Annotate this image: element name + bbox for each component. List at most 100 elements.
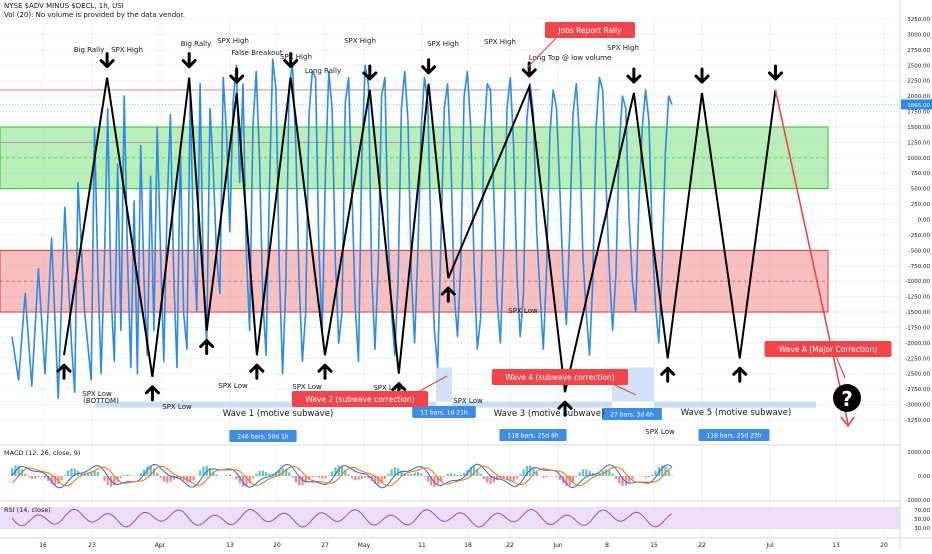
macd-hist-bar-97	[331, 471, 333, 476]
macd-hist-bar-193	[648, 476, 650, 477]
callout-0: Jobs Report Rally	[557, 26, 622, 35]
macd-hist-bar-173	[582, 470, 584, 476]
macd-hist-bar-183	[615, 476, 617, 479]
bottom-label-1: (BOTTOM)	[83, 397, 119, 405]
y-tick-13: 0.00	[918, 218, 931, 224]
x-tick-6: May	[358, 542, 371, 549]
macd-hist-bar-171	[575, 476, 577, 477]
macd-hist-bar-174	[585, 469, 587, 476]
measure-label-4: 118 bars, 25d 23h	[706, 433, 761, 440]
y-tick-22: -2250.00	[905, 356, 930, 362]
macd-hist-bar-107	[364, 476, 366, 478]
macd-hist-bar-144	[486, 476, 488, 483]
y-tick-9: 1000.00	[907, 156, 930, 162]
macd-hist-bar-44	[156, 473, 158, 476]
callout-2: Wave 4 (subwave correction)	[505, 373, 614, 382]
bottom-label-6: SPX Low	[453, 397, 483, 405]
macd-hist-bar-140	[473, 467, 475, 476]
macd-label: MACD (12, 26, close, 9)	[4, 449, 80, 457]
x-tick-13: 22	[698, 542, 706, 549]
macd-hist-bar-33	[120, 476, 122, 478]
rsi-label: RSI (14, close)	[4, 506, 51, 514]
x-tick-2: Apr	[155, 542, 166, 549]
macd-hist-bar-6	[31, 476, 33, 479]
x-tick-11: 8	[605, 542, 609, 549]
bottom-label-8: SPX Low	[645, 428, 675, 436]
x-tick-9: 22	[506, 542, 514, 549]
macd-hist-bar-121	[410, 474, 412, 476]
y-tick-8: 1250.00	[907, 140, 930, 146]
y-tick-26: -3250.00	[905, 418, 930, 424]
y-tick-14: -250.00	[909, 233, 931, 239]
top-label-10: Long Top @ low volume	[529, 54, 612, 62]
macd-hist-bar-113	[384, 476, 386, 479]
macd-hist-bar-125	[424, 476, 426, 477]
macd-hist-bar-124	[420, 473, 422, 476]
macd-hist-bar-188	[631, 476, 633, 479]
macd-hist-bar-76	[262, 471, 264, 476]
question-mark: ?	[841, 387, 853, 411]
macd-hist-bar-182	[612, 474, 614, 476]
y-tick-18: -1250.00	[905, 295, 930, 301]
macd-hist-bar-65	[226, 475, 228, 476]
top-label-11: SPX High	[607, 44, 639, 52]
y-tick-21: -2000.00	[905, 341, 930, 347]
wave-label-0: Wave 1 (motive subwave)	[223, 409, 334, 419]
rsi-tick-2: 30.00	[914, 526, 930, 532]
rsi-band	[0, 507, 900, 529]
y-tick-3: 2500.00	[907, 63, 930, 69]
macd-hist-bar-66	[229, 475, 231, 476]
macd-hist-bar-92	[315, 476, 317, 477]
macd-hist-bar-105	[358, 476, 360, 480]
macd-hist-bar-133	[450, 473, 452, 476]
y-tick-11: 500.00	[911, 187, 931, 193]
macd-hist-bar-181	[608, 470, 610, 476]
y-tick-24: -2750.00	[905, 387, 930, 393]
macd-hist-bar-132	[447, 474, 449, 476]
last-value-tag: 1865.00	[907, 103, 930, 109]
x-tick-1: 23	[88, 542, 96, 549]
measure-label-0: 246 bars, 50d 1h	[237, 434, 288, 441]
y-tick-20: -1750.00	[905, 325, 930, 331]
macd-hist-bar-153	[516, 476, 518, 479]
bottom-label-7: SPX Low	[508, 307, 538, 315]
top-label-3: SPX High	[217, 37, 249, 45]
y-tick-6: 1750.00	[907, 110, 930, 116]
macd-hist-bar-172	[579, 472, 581, 476]
y-tick-10: 750.00	[911, 171, 931, 177]
macd-hist-bar-86	[295, 476, 297, 482]
macd-hist-bar-8	[37, 476, 39, 477]
macd-hist-bar-5	[28, 476, 30, 477]
x-tick-3: 13	[226, 542, 234, 549]
macd-hist-bar-131	[443, 476, 445, 477]
x-tick-5: 27	[321, 542, 329, 549]
macd-hist-bar-134	[453, 474, 455, 476]
rsi-tick-1: 50.00	[914, 517, 930, 523]
macd-hist-bar-91	[311, 476, 313, 477]
macd-hist-bar-73	[252, 476, 254, 478]
top-label-8: SPX High	[427, 40, 459, 48]
macd-hist-bar-84	[288, 472, 290, 476]
top-label-5: SPX High	[280, 53, 312, 61]
macd-tick-2: -1000.00	[905, 498, 930, 504]
macd-hist-bar-192	[645, 476, 647, 477]
macd-hist-bar-102	[348, 475, 350, 476]
macd-tick-0: 1000.00	[907, 450, 930, 456]
y-tick-16: -750.00	[909, 264, 931, 270]
macd-hist-bar-166	[559, 476, 561, 480]
macd-hist-bar-26	[97, 472, 99, 476]
macd-hist-bar-4	[24, 474, 26, 476]
wave-label-2: Wave 5 (motive subwave)	[681, 408, 792, 418]
x-tick-15: 13	[832, 542, 840, 549]
macd-hist-bar-194	[651, 475, 653, 476]
y-tick-12: 250.00	[911, 202, 931, 208]
x-tick-14: Jul	[765, 542, 774, 549]
top-label-0: Big Rally	[74, 46, 104, 54]
macd-hist-bar-152	[513, 476, 515, 481]
macd-hist-bar-159	[536, 472, 538, 476]
macd-hist-bar-126	[427, 476, 429, 482]
macd-hist-bar-39	[140, 473, 142, 476]
macd-hist-bar-117	[397, 468, 399, 476]
macd-hist-bar-36	[130, 475, 132, 476]
